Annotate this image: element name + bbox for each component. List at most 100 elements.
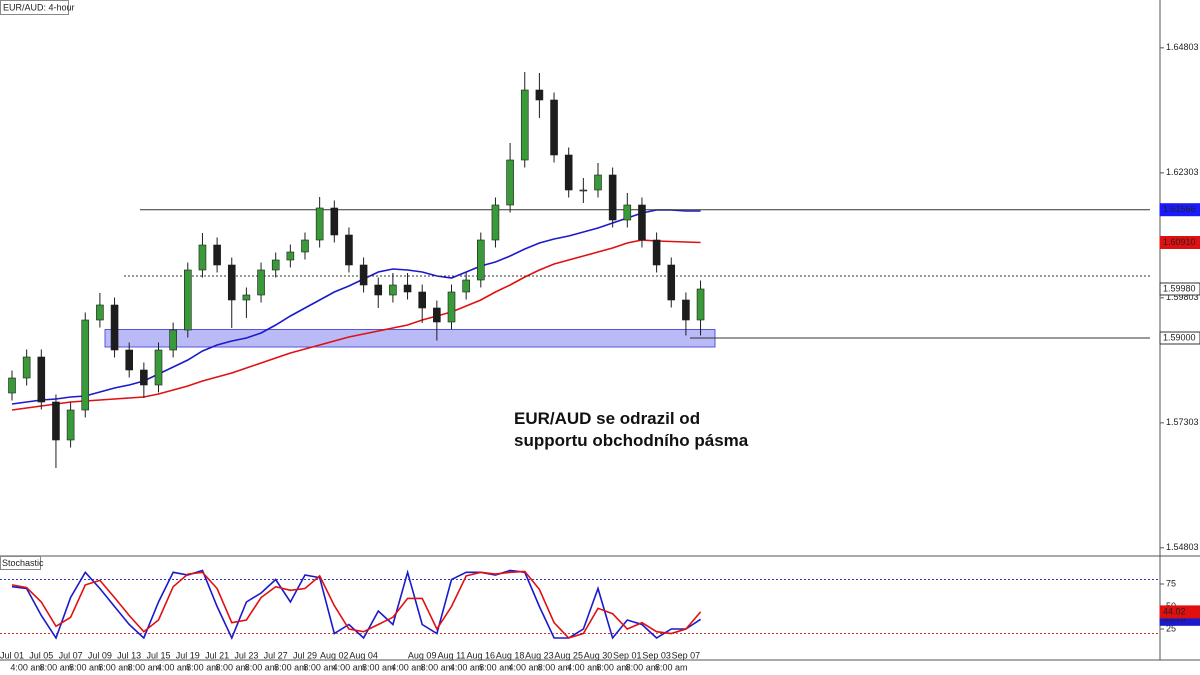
x-time-label: 4:00 am <box>391 662 424 672</box>
line-series <box>11 570 702 639</box>
candle-body <box>520 89 529 161</box>
y-tick-label: 1.54803 <box>1166 542 1199 552</box>
ma-tag: 1.60910 <box>1163 237 1196 247</box>
x-time-label: 4:00 am <box>508 662 541 672</box>
x-tick-label: Jul 27 <box>264 650 288 660</box>
candle-body <box>506 159 514 206</box>
x-tick-label: Aug 16 <box>467 650 496 660</box>
candle-body <box>594 174 602 191</box>
x-time-label: 8:00 am <box>215 662 248 672</box>
candle-body <box>638 204 646 241</box>
candle-body <box>66 409 75 441</box>
candle-body <box>227 264 236 301</box>
x-tick-label: Jul 29 <box>293 650 317 660</box>
candle-body <box>550 99 558 156</box>
x-tick-label: Aug 30 <box>584 650 613 660</box>
x-time-label: 4:00 am <box>157 662 190 672</box>
candle-body <box>667 264 676 301</box>
candle-body <box>271 259 280 271</box>
support-zone <box>104 329 716 348</box>
candle-body <box>462 279 470 293</box>
x-time-label: 8:00 am <box>655 662 688 672</box>
candle-body <box>140 369 148 386</box>
candle-body <box>652 239 661 266</box>
level-tag-box <box>1159 203 1200 217</box>
candle-body <box>22 356 31 379</box>
x-time-label: 8:00 am <box>538 662 571 672</box>
x-time-label: 8:00 am <box>245 662 278 672</box>
x-tick-label: Aug 02 <box>320 650 349 660</box>
x-tick-label: Jul 09 <box>88 650 112 660</box>
ma-tag-box <box>1159 236 1200 249</box>
x-tick-label: Aug 18 <box>496 650 525 660</box>
line-series <box>11 239 701 411</box>
candle-body <box>418 291 427 309</box>
chart-title: EUR/AUD: 4-hour <box>3 2 75 12</box>
stoch-tag: 44.02 <box>1163 606 1186 616</box>
x-time-label: 4:00 am <box>450 662 483 672</box>
candle-body <box>301 239 309 253</box>
x-tick-label: Sep 01 <box>613 650 642 660</box>
candle-body <box>359 264 368 286</box>
line-series <box>11 209 701 405</box>
candle-body <box>184 269 192 331</box>
candle-body <box>81 319 90 411</box>
x-time-label: 4:00 am <box>10 662 43 672</box>
candle-body <box>535 89 544 101</box>
stoch-title-box <box>0 556 41 570</box>
x-time-label: 4:00 am <box>567 662 600 672</box>
x-time-label: 8:00 am <box>40 662 73 672</box>
stoch-tag-box <box>1159 605 1200 619</box>
candle-body <box>696 288 705 321</box>
candle-body <box>491 204 500 241</box>
candle-body <box>315 207 324 241</box>
x-tick-label: Jul 23 <box>234 650 258 660</box>
candle-body <box>37 356 46 403</box>
x-tick-label: Jul 07 <box>59 650 83 660</box>
candle-body <box>52 401 60 441</box>
x-tick-label: Jul 15 <box>146 650 170 660</box>
x-tick-label: Sep 03 <box>642 650 671 660</box>
x-tick-label: Aug 23 <box>525 650 554 660</box>
candle-body <box>345 234 353 266</box>
x-tick-label: Jul 19 <box>176 650 200 660</box>
y-tick-label: 1.62303 <box>1166 167 1199 177</box>
x-time-label: 8:00 am <box>421 662 454 672</box>
level-tag: 1.59000 <box>1163 332 1196 342</box>
candle-body <box>564 154 573 191</box>
candle-body <box>286 251 295 261</box>
x-time-label: 8:00 am <box>303 662 336 672</box>
x-time-label: 8:00 am <box>479 662 512 672</box>
candle-body <box>433 307 441 323</box>
stoch-title: Stochastic <box>2 558 44 568</box>
x-tick-label: Aug 11 <box>438 650 466 660</box>
stoch-tag: 35.78 <box>1163 614 1186 624</box>
x-time-label: 8:00 am <box>274 662 307 672</box>
last-price-tag: 1.59980 <box>1163 283 1196 293</box>
annotation: EUR/AUD se odrazil od <box>514 409 700 428</box>
x-time-label: 8:00 am <box>98 662 131 672</box>
candle-body <box>608 174 617 221</box>
title-box <box>0 0 69 15</box>
level-tag: 1.61566 <box>1163 204 1196 214</box>
candle-body <box>8 377 16 394</box>
candle-body <box>213 244 221 266</box>
y-tick-label: 1.59803 <box>1166 292 1199 302</box>
x-tick-label: Jul 01 <box>0 650 24 660</box>
last-price-tag-box <box>1159 282 1200 296</box>
x-time-label: 8:00 am <box>128 662 161 672</box>
candle-body <box>154 349 163 386</box>
candle-body <box>579 189 588 192</box>
candle-body <box>374 284 383 296</box>
x-tick-label: Jul 05 <box>29 650 53 660</box>
x-tick-label: Aug 09 <box>408 650 437 660</box>
x-time-label: 8:00 am <box>596 662 629 672</box>
x-time-label: 8:00 am <box>362 662 395 672</box>
x-tick-label: Jul 21 <box>205 650 229 660</box>
y-tick-label: 1.57303 <box>1166 417 1199 427</box>
candle-body <box>125 349 133 371</box>
candle-body <box>403 284 412 293</box>
x-tick-label: Aug 04 <box>349 650 378 660</box>
